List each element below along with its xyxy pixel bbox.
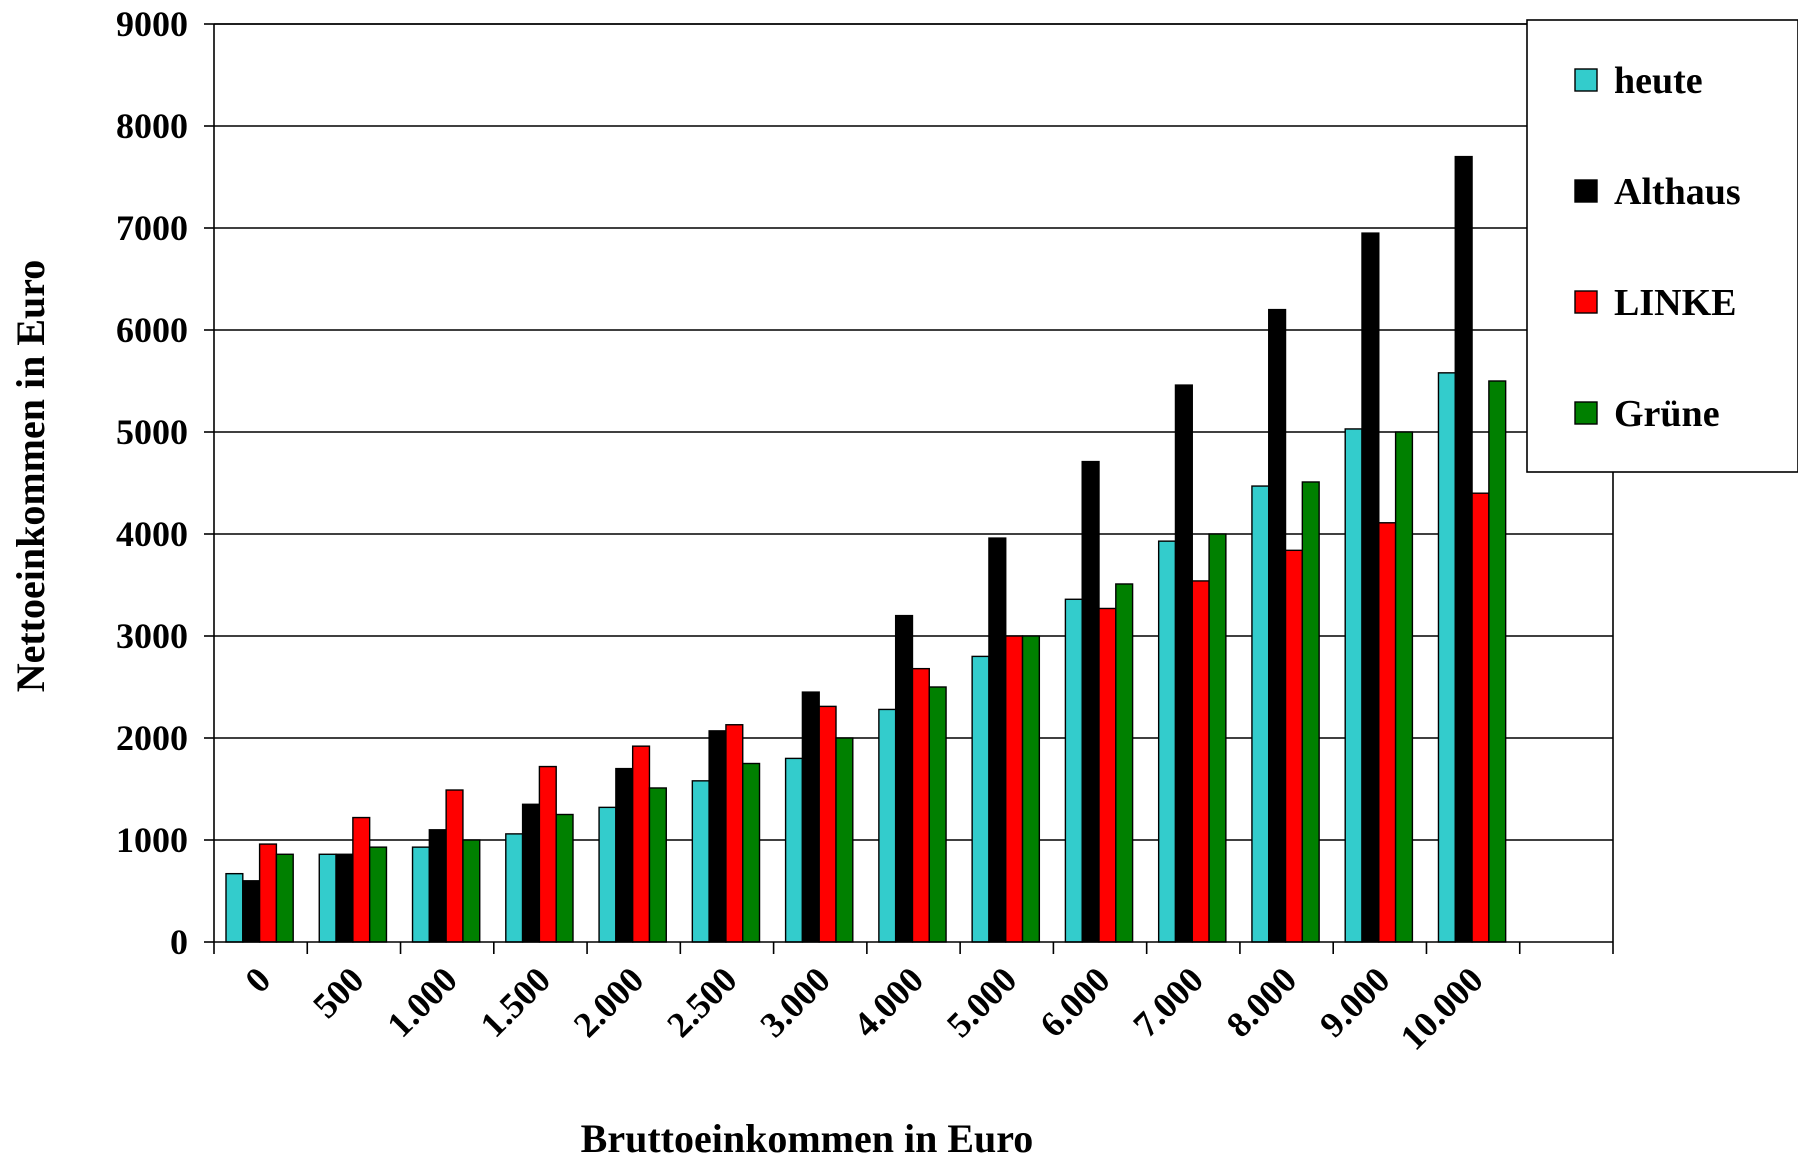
legend-label: heute <box>1614 60 1703 102</box>
x-tick-label: 7.000 <box>1125 959 1211 1045</box>
bar-linke-1 <box>352 816 371 943</box>
bar-althaus-4 <box>615 767 634 943</box>
bar-gr-ne-12 <box>1394 431 1414 943</box>
y-tick-label: 8000 <box>116 106 188 146</box>
bar-gr-ne-8 <box>1021 635 1041 943</box>
bar-heute-11 <box>1251 485 1270 943</box>
y-tick-label: 2000 <box>116 718 188 758</box>
bar-linke-6 <box>818 705 837 943</box>
bar-gr-ne-4 <box>648 787 667 943</box>
bar-linke-4 <box>631 745 651 943</box>
y-tick-label: 4000 <box>116 514 188 554</box>
y-tick-label: 7000 <box>116 208 188 248</box>
bar-althaus-11 <box>1268 308 1287 943</box>
x-tick-label: 500 <box>305 959 371 1025</box>
bar-althaus-7 <box>894 614 914 943</box>
bar-linke-7 <box>911 667 930 943</box>
y-tick-label: 1000 <box>116 820 188 860</box>
x-tick-label: 1.500 <box>473 959 559 1045</box>
bar-althaus-5 <box>708 730 727 943</box>
x-tick-label: 9.000 <box>1312 959 1398 1045</box>
bar-althaus-1 <box>335 853 354 943</box>
bar-gr-ne-2 <box>462 839 481 943</box>
legend-swatch <box>1574 179 1598 203</box>
x-tick-label: 5.000 <box>939 959 1025 1045</box>
bar-althaus-3 <box>521 803 541 943</box>
bar-heute-3 <box>505 833 524 943</box>
y-tick-label: 0 <box>170 922 188 962</box>
bar-heute-5 <box>691 780 710 943</box>
bar-heute-2 <box>411 846 431 943</box>
bar-heute-12 <box>1344 428 1363 943</box>
bar-althaus-0 <box>242 880 261 943</box>
bar-linke-0 <box>258 843 278 943</box>
x-tick-label: 2.000 <box>566 959 652 1045</box>
y-tick-label: 9000 <box>116 4 188 44</box>
bar-heute-6 <box>784 757 804 943</box>
bar-heute-8 <box>971 655 990 943</box>
x-tick-label: 3.000 <box>752 959 838 1045</box>
bar-heute-10 <box>1157 540 1177 943</box>
legend-label: Grüne <box>1614 393 1720 435</box>
legend-swatch <box>1574 401 1598 425</box>
bar-althaus-12 <box>1361 232 1380 943</box>
bar-gr-ne-9 <box>1115 583 1134 943</box>
bar-heute-13 <box>1437 372 1456 943</box>
bar-heute-7 <box>878 708 897 943</box>
bar-linke-5 <box>725 724 744 943</box>
bar-gr-ne-3 <box>555 813 574 943</box>
legend-label: Althaus <box>1614 171 1741 213</box>
y-axis-title: Nettoeinkommen in Euro <box>8 260 53 693</box>
bar-althaus-2 <box>428 829 447 943</box>
bar-linke-13 <box>1471 492 1490 943</box>
bar-linke-2 <box>445 789 464 943</box>
bar-gr-ne-6 <box>835 737 854 943</box>
y-tick-label: 5000 <box>116 412 188 452</box>
bar-gr-ne-11 <box>1301 481 1320 943</box>
y-tick-label: 6000 <box>116 310 188 350</box>
bar-linke-12 <box>1378 522 1397 943</box>
legend-swatch <box>1574 290 1598 314</box>
bar-heute-1 <box>318 853 337 943</box>
x-tick-label: 6.000 <box>1032 959 1118 1045</box>
bars <box>225 155 1507 943</box>
bar-linke-3 <box>538 765 557 943</box>
bar-althaus-6 <box>801 691 820 943</box>
legend: heute Althaus LINKE Grüne <box>1526 19 1798 473</box>
bar-heute-0 <box>225 872 244 943</box>
bar-althaus-10 <box>1174 384 1193 943</box>
bar-gr-ne-10 <box>1208 533 1227 943</box>
bar-althaus-13 <box>1454 155 1473 943</box>
legend-box <box>1526 19 1798 473</box>
bar-linke-9 <box>1098 607 1117 943</box>
x-tick-label: 2.500 <box>659 959 745 1045</box>
bar-althaus-9 <box>1081 460 1100 943</box>
bar-gr-ne-13 <box>1488 380 1507 943</box>
x-tick-label: 1.000 <box>379 959 465 1045</box>
bar-linke-11 <box>1284 549 1304 943</box>
y-tick-label: 3000 <box>116 616 188 656</box>
x-tick-label: 8.000 <box>1219 959 1305 1045</box>
bar-heute-9 <box>1064 598 1083 943</box>
bar-gr-ne-0 <box>275 853 294 943</box>
bar-heute-4 <box>598 806 617 943</box>
bar-gr-ne-5 <box>742 762 761 943</box>
bar-linke-8 <box>1005 635 1024 943</box>
x-axis-title: Bruttoeinkommen in Euro <box>581 1116 1034 1158</box>
x-tick-label: 4.000 <box>846 959 932 1045</box>
legend-label: LINKE <box>1614 282 1736 324</box>
bar-gr-ne-1 <box>368 846 388 943</box>
x-tick-label: 0 <box>237 959 278 1000</box>
x-tick-label: 10.000 <box>1392 959 1490 1057</box>
bar-gr-ne-7 <box>928 686 947 943</box>
legend-swatch <box>1574 68 1598 92</box>
bar-linke-10 <box>1191 580 1210 943</box>
bar-althaus-8 <box>988 537 1007 943</box>
